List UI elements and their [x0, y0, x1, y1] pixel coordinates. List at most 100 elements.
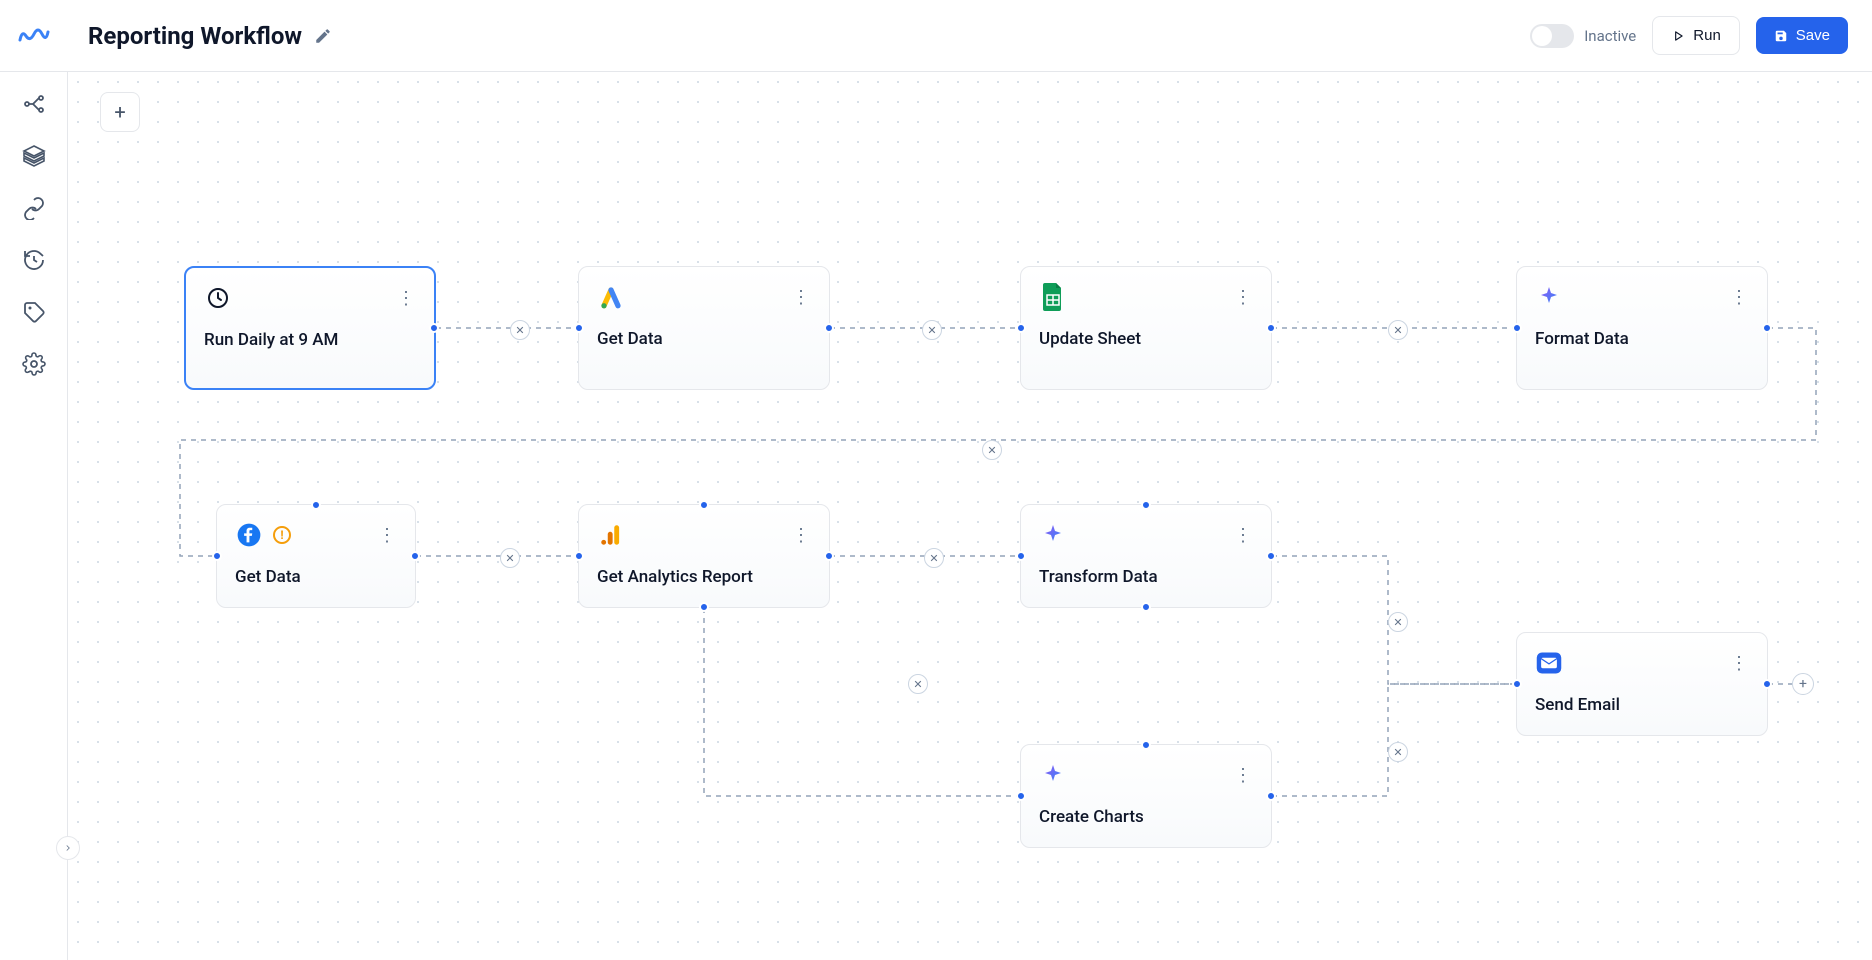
edge-delete-button[interactable]: ✕ [510, 320, 530, 340]
play-icon [1671, 29, 1685, 43]
link-nav-icon[interactable] [22, 196, 46, 220]
node-port[interactable] [699, 602, 709, 612]
edge-delete-button[interactable]: ✕ [924, 548, 944, 568]
workflow-node[interactable]: ⋮ Transform Data [1020, 504, 1272, 608]
node-port[interactable] [1762, 323, 1772, 333]
google-analytics-icon [597, 521, 625, 549]
active-toggle-wrap: Inactive [1530, 24, 1636, 48]
run-button[interactable]: Run [1652, 16, 1740, 55]
edge-delete-button[interactable]: ✕ [1388, 612, 1408, 632]
workflow-node[interactable]: ⋮ Send Email [1516, 632, 1768, 736]
workflow-node[interactable]: ⋮ Get Analytics Report [578, 504, 830, 608]
node-menu-button[interactable]: ⋮ [397, 288, 416, 309]
node-header: ⋮ [597, 521, 811, 549]
node-port[interactable] [429, 323, 439, 333]
node-label: Create Charts [1039, 807, 1253, 827]
add-end-button[interactable]: + [1792, 673, 1814, 695]
node-menu-button[interactable]: ⋮ [792, 525, 811, 546]
node-port[interactable] [410, 551, 420, 561]
node-port[interactable] [824, 323, 834, 333]
workflow-nav-icon[interactable] [22, 92, 46, 116]
node-label: Update Sheet [1039, 329, 1253, 349]
node-port[interactable] [1016, 323, 1026, 333]
edit-icon[interactable] [314, 27, 332, 45]
sidebar-collapse-button[interactable] [56, 836, 80, 860]
node-header: ⋮ [1535, 283, 1749, 311]
top-right: Inactive Run Save [1530, 16, 1848, 55]
node-port[interactable] [1762, 679, 1772, 689]
node-port[interactable] [1512, 323, 1522, 333]
node-header: ⋮ [1039, 283, 1253, 311]
edge-delete-button[interactable]: ✕ [1388, 742, 1408, 762]
node-port[interactable] [1266, 551, 1276, 561]
node-header: ⋮ [1039, 761, 1253, 789]
node-port[interactable] [1512, 679, 1522, 689]
node-menu-button[interactable]: ⋮ [1234, 287, 1253, 308]
email-icon [1535, 649, 1563, 677]
google-ads-icon [597, 283, 625, 311]
sidebar [0, 72, 68, 960]
clock-icon [204, 284, 232, 312]
workflow-node[interactable]: ⋮ Update Sheet [1020, 266, 1272, 390]
warning-badge[interactable]: ! [273, 526, 291, 544]
node-port[interactable] [311, 500, 321, 510]
layers-nav-icon[interactable] [22, 144, 46, 168]
node-port[interactable] [1141, 602, 1151, 612]
node-label: Get Analytics Report [597, 567, 811, 587]
node-label: Transform Data [1039, 567, 1253, 587]
edge-delete-button[interactable]: ✕ [908, 674, 928, 694]
save-button[interactable]: Save [1756, 17, 1848, 54]
node-port[interactable] [824, 551, 834, 561]
node-port[interactable] [1016, 791, 1026, 801]
active-toggle[interactable] [1530, 24, 1574, 48]
node-port[interactable] [1141, 500, 1151, 510]
edge-delete-button[interactable]: ✕ [982, 440, 1002, 460]
node-port[interactable] [1266, 323, 1276, 333]
node-port[interactable] [699, 500, 709, 510]
workflow-canvas[interactable]: + ⋮Run Daily at 9 AM⋮Get Data⋮Update She… [68, 72, 1872, 960]
node-port[interactable] [212, 551, 222, 561]
page-title: Reporting Workflow [88, 22, 302, 50]
workflow-node[interactable]: ⋮ Run Daily at 9 AM [184, 266, 436, 390]
node-menu-button[interactable]: ⋮ [1730, 287, 1749, 308]
sparkle-icon [1535, 283, 1563, 311]
node-header: ⋮ [1039, 521, 1253, 549]
run-button-label: Run [1693, 27, 1721, 44]
settings-nav-icon[interactable] [22, 352, 46, 376]
edge-delete-button[interactable]: ✕ [500, 548, 520, 568]
node-header: !⋮ [235, 521, 397, 549]
chevron-right-icon [63, 843, 73, 853]
app-logo-icon [18, 26, 50, 46]
edge-delete-button[interactable]: ✕ [1388, 320, 1408, 340]
sparkle-icon [1039, 761, 1067, 789]
node-port[interactable] [1016, 551, 1026, 561]
facebook-icon [235, 521, 263, 549]
sparkle-icon [1039, 521, 1067, 549]
node-port[interactable] [1266, 791, 1276, 801]
tag-nav-icon[interactable] [22, 300, 46, 324]
edge-delete-button[interactable]: ✕ [922, 320, 942, 340]
node-port[interactable] [574, 551, 584, 561]
node-header: ⋮ [597, 283, 811, 311]
toggle-knob [1532, 26, 1552, 46]
node-menu-button[interactable]: ⋮ [1730, 653, 1749, 674]
node-label: Format Data [1535, 329, 1749, 349]
node-menu-button[interactable]: ⋮ [1234, 525, 1253, 546]
node-menu-button[interactable]: ⋮ [792, 287, 811, 308]
workflow-node[interactable]: !⋮Get Data [216, 504, 416, 608]
node-menu-button[interactable]: ⋮ [1234, 765, 1253, 786]
title-area: Reporting Workflow [88, 22, 332, 50]
node-port[interactable] [574, 323, 584, 333]
add-node-button[interactable]: + [100, 92, 140, 132]
save-icon [1774, 29, 1788, 43]
node-port[interactable] [1141, 740, 1151, 750]
history-nav-icon[interactable] [22, 248, 46, 272]
workflow-node[interactable]: ⋮ Format Data [1516, 266, 1768, 390]
node-menu-button[interactable]: ⋮ [378, 525, 397, 546]
node-label: Run Daily at 9 AM [204, 330, 416, 350]
workflow-node[interactable]: ⋮Get Data [578, 266, 830, 390]
google-sheets-icon [1039, 283, 1067, 311]
node-label: Send Email [1535, 695, 1749, 715]
toggle-label: Inactive [1584, 27, 1636, 45]
workflow-node[interactable]: ⋮ Create Charts [1020, 744, 1272, 848]
